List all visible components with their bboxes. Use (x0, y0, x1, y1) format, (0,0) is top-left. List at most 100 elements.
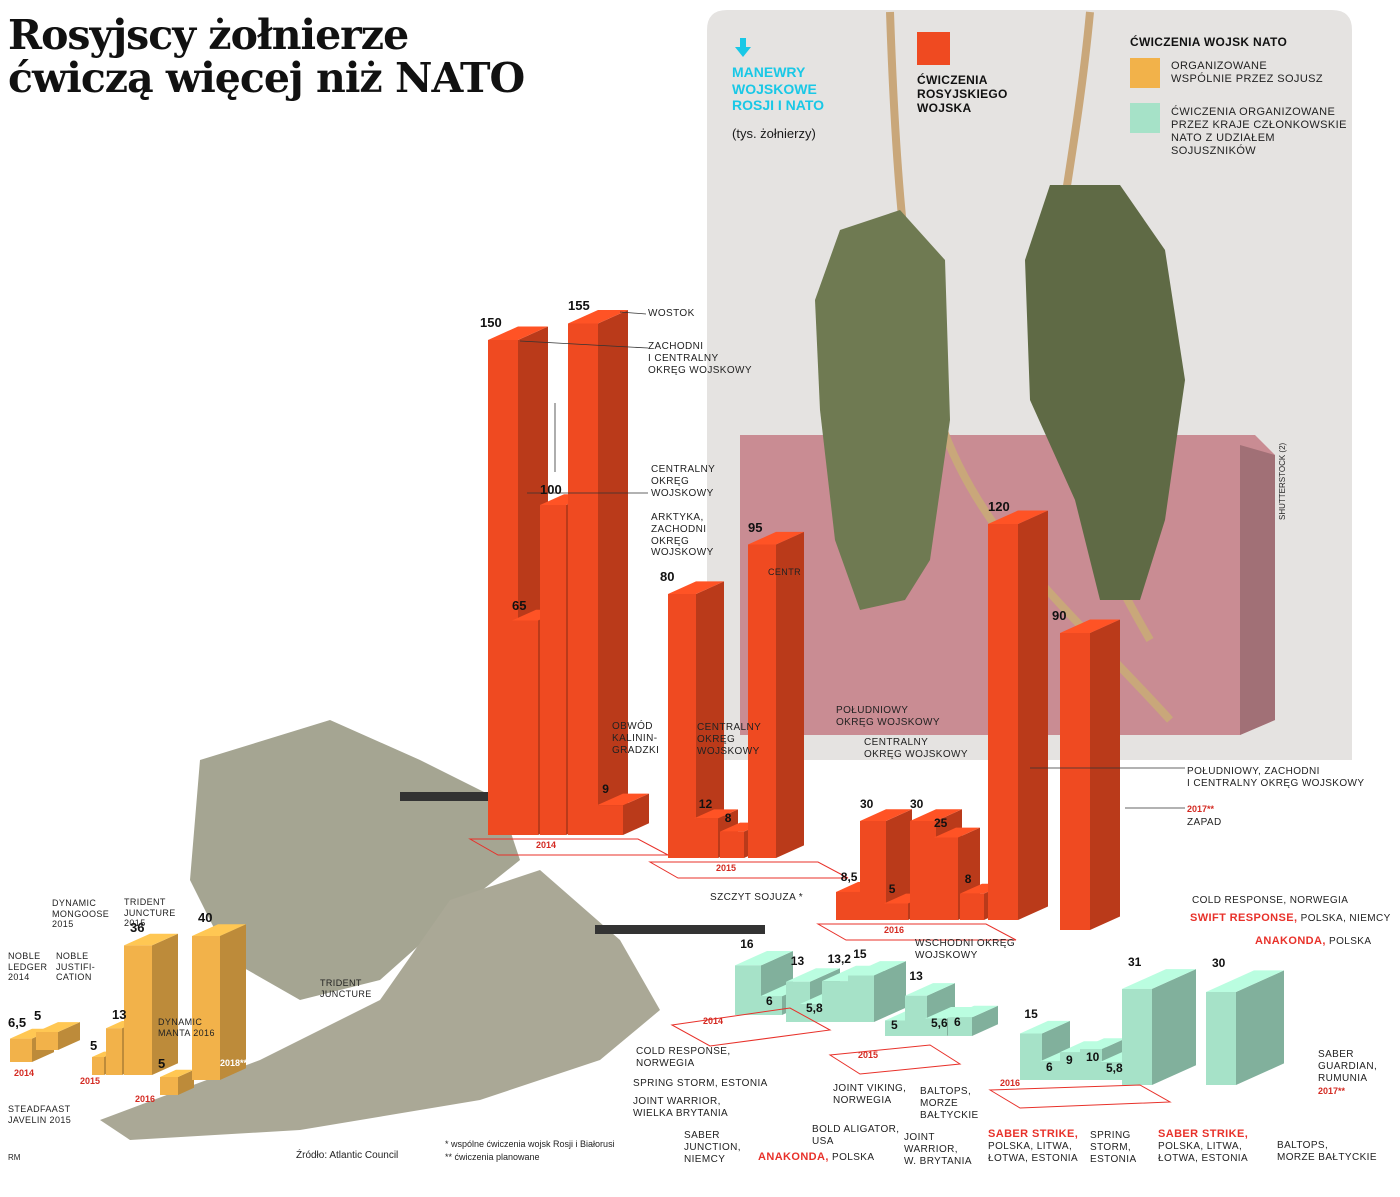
members-bar (905, 995, 927, 1036)
alliance-bar-value: 5 (158, 1055, 166, 1071)
russia-bar-label: CENTRALNY OKRĘG WOJSKOWY (697, 722, 762, 757)
alliance-bar-value: 36 (130, 919, 145, 935)
members-bar-label: SABER JUNCTION, NIEMCY (684, 1130, 741, 1165)
russia-bar (568, 323, 598, 835)
russia-bar (1060, 633, 1090, 930)
russia-bar (668, 594, 696, 858)
members-bar-label-highlight: ANAKONDA, (1255, 935, 1326, 947)
russia-bar-label: POŁUDNIOWY OKRĘG WOJSKOWY (836, 705, 940, 728)
members-bar-label: SABER GUARDIAN, RUMUNIA (1318, 1049, 1378, 1084)
year-base-outline (828, 1044, 962, 1075)
members-bar (800, 1004, 822, 1022)
alliance-bar (124, 945, 152, 1075)
page-title: Rosyjscy żołnierze ćwiczą więcej niż NAT… (8, 11, 525, 103)
russia-bar-value: 8 (964, 871, 972, 886)
russia-bar-top (597, 793, 649, 806)
russia-bar (512, 620, 538, 835)
signature: RM (8, 1153, 21, 1162)
alliance-bar-side (58, 1022, 80, 1050)
members-bar-value: 15 (853, 947, 867, 962)
russia-bar (540, 505, 566, 835)
legend-russia: ĆWICZENIA ROSYJSKIEGO WOJSKA (917, 73, 1008, 116)
russia-bar-value: 30 (910, 797, 924, 812)
members-bar (885, 1020, 907, 1036)
russia-bar-label: CENTRALNY OKRĘG WOJSKOWY (651, 464, 716, 499)
members-bar (848, 975, 874, 1022)
russia-bar-value: 9 (602, 781, 609, 796)
members-bar-label: BALTOPS, MORZE BAŁTYCKIE (1277, 1140, 1377, 1163)
members-bar (735, 965, 761, 1015)
alliance-bar-value: 13 (112, 1007, 127, 1022)
alliance-bar-value: 6,5 (8, 1014, 27, 1030)
legend-alliance: ORGANIZOWANE WSPÓLNIE PRZEZ SOJUSZ (1171, 60, 1324, 85)
members-bar (1040, 1061, 1062, 1080)
source-note: Źródło: Atlantic Council (296, 1150, 399, 1161)
legend-swatch-russia (917, 32, 950, 65)
members-bar-value: 9 (1066, 1052, 1073, 1067)
alliance-bar (106, 1028, 122, 1075)
russia-bar-side (1018, 510, 1048, 920)
russia-bar-top (860, 809, 912, 821)
members-bar (822, 981, 850, 1022)
members-bar-top (1080, 1038, 1126, 1049)
russia-bar-value: 80 (660, 569, 675, 585)
alliance-bar (36, 1032, 58, 1050)
russia-bar-top (568, 310, 628, 324)
russia-bar-top (488, 326, 548, 340)
footnote-1: * wspólne ćwiczenia wojsk Rosji i Białor… (445, 1139, 615, 1149)
members-bar-top (848, 961, 906, 976)
soldier-figure (815, 210, 950, 610)
russia-bar (597, 805, 623, 835)
arrow-down-icon (735, 38, 751, 63)
members-bar (925, 1018, 947, 1036)
members-bar-value: 6 (766, 993, 773, 1008)
members-bar-label: SPRING STORM, ESTONIA (633, 1078, 768, 1089)
legend-members: ĆWICZENIA ORGANIZOWANE PRZEZ KRAJE CZŁON… (1171, 106, 1347, 157)
russia-bar-label: CENTRALNY OKRĘG WOJSKOWY (864, 737, 968, 760)
members-bar-top (925, 1006, 973, 1019)
russia-bar (720, 831, 744, 858)
russia-year-label: 2014 (536, 840, 557, 850)
russia-bar-label: ZACHODNI I CENTRALNY OKRĘG WOJSKOWY (648, 341, 752, 376)
members-bar-value: 16 (740, 937, 754, 951)
russia-bar-value: 25 (934, 815, 948, 830)
members-bar-value: 6 (954, 1015, 961, 1030)
leader-line (619, 311, 647, 315)
alliance-bar-label: TRIDENT JUNCTURE 2015 (124, 897, 176, 929)
members-bar (1020, 1033, 1042, 1080)
russia-bar-value: 120 (988, 498, 1010, 514)
members-bar-value: 30 (1212, 956, 1226, 971)
year-base-outline (988, 1084, 1172, 1109)
members-bar-value: 13,2 (827, 951, 851, 966)
russia-year-label: 2016 (884, 925, 905, 935)
russia-bar (988, 524, 1018, 920)
rifle-icon (595, 925, 765, 934)
legend-swatch-alliance (1130, 58, 1160, 88)
members-bar-label-highlight: SABER STRIKE, (1158, 1128, 1249, 1140)
alliance-bar (92, 1057, 104, 1075)
alliance-bar-label: DYNAMIC MONGOOSE 2015 (52, 898, 110, 930)
members-bar-label: JOINT VIKING, NORWEGIA (833, 1083, 907, 1106)
alliance-bar-label: STEADFAAST JAVELIN 2015 (8, 1104, 72, 1125)
russia-year-label: 2015 (716, 863, 737, 873)
russia-bar-label: WSCHODNI OKRĘG WOJSKOWY (915, 938, 1016, 961)
alliance-bar-label: TRIDENT JUNCTURE (320, 978, 372, 999)
alliance-bar-label: NOBLE LEDGER 2014 (8, 951, 48, 983)
russia-bar-label: ZAPAD (1187, 817, 1222, 828)
alliance-bar-value: 5 (34, 1008, 42, 1024)
russia-bar (960, 893, 984, 920)
alliance-bar (160, 1077, 178, 1095)
members-bar-label: BALTOPS, MORZE BAŁTYCKIE (920, 1086, 979, 1121)
members-bar-label: BOLD ALIGATOR, USA (812, 1124, 900, 1147)
legend-nato-header: ĆWICZENIA WOJSK NATO (1130, 35, 1288, 49)
members-bar (1060, 1052, 1082, 1080)
members-bar-value: 5,8 (806, 1001, 823, 1016)
members-bar-label-highlight: SABER STRIKE, (988, 1128, 1079, 1140)
russia-bar-top (934, 827, 980, 838)
russia-bar-label: ARKTYKA, ZACHODNI OKRĘG WOJSKOWY (651, 512, 714, 559)
members-bar-value: 5,6 (931, 1016, 948, 1031)
russia-bar-label: POŁUDNIOWY, ZACHODNI I CENTRALNY OKRĘG W… (1187, 766, 1365, 789)
members-bar-label-highlight: ANAKONDA, (758, 1151, 829, 1163)
russia-bar-side (776, 531, 804, 858)
